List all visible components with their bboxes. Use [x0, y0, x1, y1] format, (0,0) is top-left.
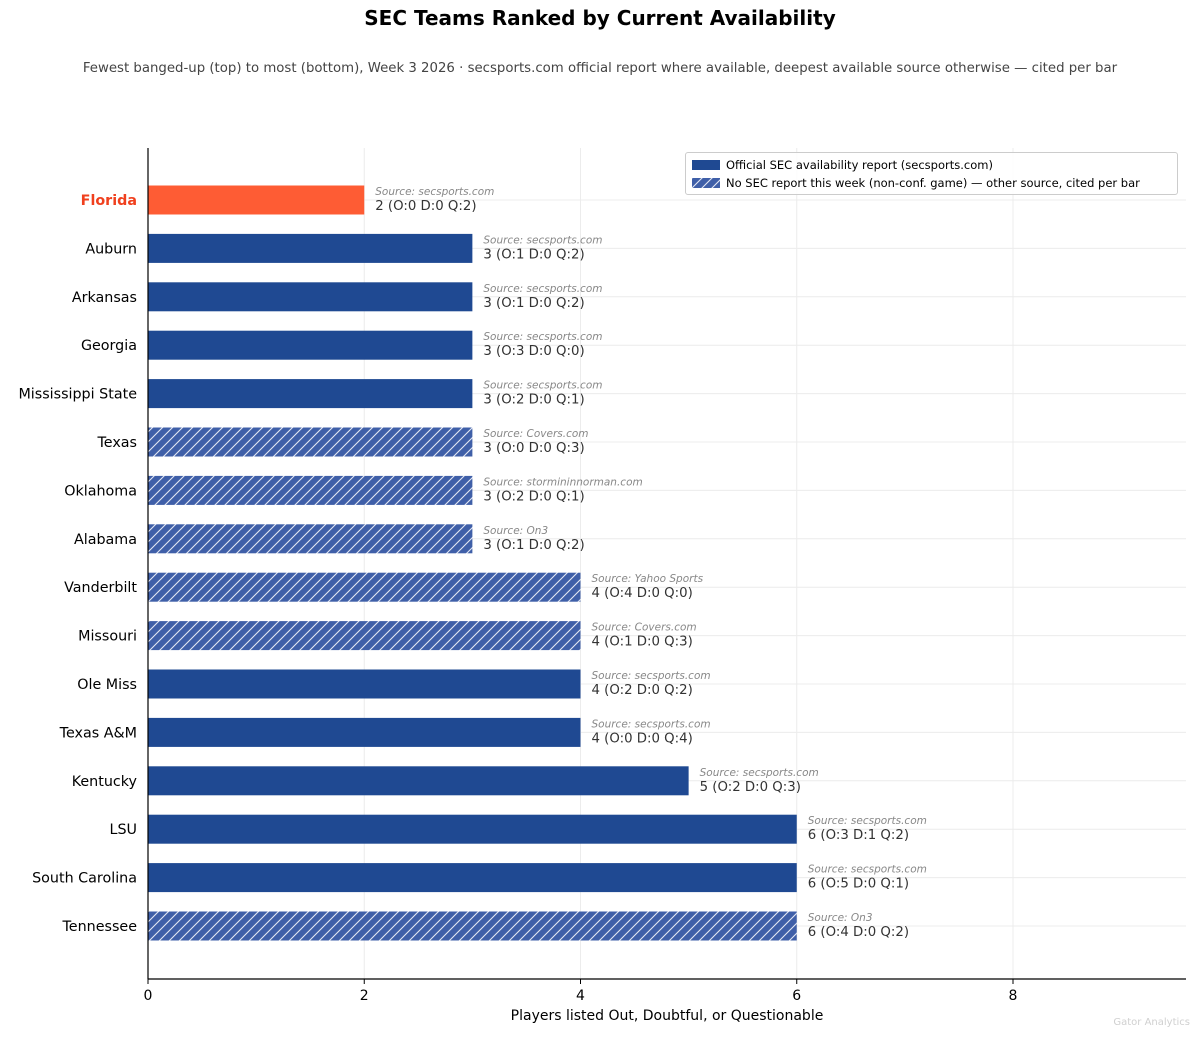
bar-alabama — [148, 524, 473, 554]
y-tick-label: Alabama — [74, 532, 137, 548]
x-tick-label: 4 — [576, 988, 585, 1004]
bar-vanderbilt — [148, 572, 581, 602]
x-axis-label: Players listed Out, Doubtful, or Questio… — [511, 1008, 824, 1024]
legend-label-other: No SEC report this week (non-conf. game)… — [726, 176, 1140, 190]
legend: Official SEC availability report (secspo… — [685, 152, 1178, 195]
value-label: 6 (O:4 D:0 Q:2) — [808, 925, 909, 940]
value-label: 4 (O:2 D:0 Q:2) — [592, 683, 693, 698]
bar-auburn — [148, 233, 473, 263]
value-label: 3 (O:1 D:0 Q:2) — [483, 296, 584, 311]
value-label: 4 (O:4 D:0 Q:0) — [592, 586, 693, 601]
value-label: 3 (O:0 D:0 Q:3) — [483, 441, 584, 456]
source-label: Source: On3 — [483, 525, 548, 537]
bar-texas-a-m — [148, 717, 581, 747]
source-label: Source: secsports.com — [483, 283, 602, 295]
y-tick-label: Missouri — [78, 629, 137, 645]
y-tick-label: Vanderbilt — [64, 580, 137, 596]
y-tick-label: Kentucky — [72, 774, 138, 790]
source-label: Source: secsports.com — [483, 331, 602, 343]
source-label: Source: secsports.com — [375, 186, 494, 198]
y-tick-label: Oklahoma — [64, 483, 137, 499]
value-label: 5 (O:2 D:0 Q:3) — [700, 780, 801, 795]
legend-label-official: Official SEC availability report (secspo… — [726, 158, 993, 172]
value-label: 3 (O:3 D:0 Q:0) — [483, 344, 584, 359]
bar-oklahoma — [148, 475, 473, 505]
bar-south-carolina — [148, 863, 797, 893]
bar-missouri — [148, 621, 581, 651]
bar-florida — [148, 185, 365, 215]
value-label: 3 (O:2 D:0 Q:1) — [483, 393, 584, 408]
y-tick-label: South Carolina — [32, 871, 137, 887]
source-label: Source: secsports.com — [700, 767, 819, 779]
source-label: Source: secsports.com — [483, 234, 602, 246]
legend-item-other: No SEC report this week (non-conf. game)… — [692, 175, 1140, 191]
bar-lsu — [148, 814, 797, 844]
value-label: 3 (O:1 D:0 Q:2) — [483, 538, 584, 553]
bars — [148, 185, 797, 941]
y-tick-label: Auburn — [85, 241, 137, 257]
source-label: Source: secsports.com — [592, 718, 711, 730]
y-tick-label: Tennessee — [61, 919, 137, 935]
bar-kentucky — [148, 766, 689, 796]
axes: Florida Auburn Arkansas Georgia Mississippi … — [18, 148, 1186, 1004]
value-label: 6 (O:3 D:1 Q:2) — [808, 828, 909, 843]
source-label: Source: On3 — [808, 912, 873, 924]
chart-subtitle: Fewest banged-up (top) to most (bottom),… — [82, 61, 1118, 76]
x-tick-label: 6 — [792, 988, 801, 1004]
legend-item-official: Official SEC availability report (secspo… — [692, 157, 993, 173]
watermark: Gator Analytics — [1113, 1017, 1190, 1028]
y-tick-label: Arkansas — [72, 290, 137, 306]
source-label: Source: secsports.com — [483, 380, 602, 392]
bar-georgia — [148, 330, 473, 360]
source-label: Source: Covers.com — [483, 428, 588, 440]
source-label: Source: stormininnorman.com — [483, 476, 642, 488]
value-label: 6 (O:5 D:0 Q:1) — [808, 877, 909, 892]
legend-swatch-solid — [692, 160, 720, 170]
y-tick-label: Ole Miss — [77, 677, 137, 693]
source-label: Source: Yahoo Sports — [592, 573, 704, 585]
source-label: Source: Covers.com — [592, 622, 697, 634]
source-label: Source: secsports.com — [592, 670, 711, 682]
source-label: Source: secsports.com — [808, 815, 927, 827]
value-label: 4 (O:1 D:0 Q:3) — [592, 635, 693, 650]
bar-mississippi-state — [148, 379, 473, 409]
y-tick-label: Georgia — [81, 338, 137, 354]
y-tick-label: Florida — [81, 193, 137, 209]
bar-ole-miss — [148, 669, 581, 699]
chart-title: SEC Teams Ranked by Current Availability — [364, 6, 836, 30]
y-tick-label: Texas A&M — [59, 725, 137, 741]
y-tick-label: Mississippi State — [18, 387, 137, 403]
legend-swatch-hatched — [692, 178, 720, 188]
y-tick-label: Texas — [96, 435, 137, 451]
y-tick-label: LSU — [109, 822, 137, 838]
value-label: 2 (O:0 D:0 Q:2) — [375, 199, 476, 214]
gridlines — [147, 148, 1186, 979]
bar-arkansas — [148, 282, 473, 312]
value-label: 3 (O:1 D:0 Q:2) — [483, 247, 584, 262]
bar-texas — [148, 427, 473, 457]
x-tick-label: 2 — [360, 988, 369, 1004]
value-label: 4 (O:0 D:0 Q:4) — [592, 731, 693, 746]
x-tick-label: 0 — [144, 988, 153, 1004]
x-tick-label: 8 — [1009, 988, 1018, 1004]
source-label: Source: secsports.com — [808, 864, 927, 876]
bar-tennessee — [148, 911, 797, 941]
value-label: 3 (O:2 D:0 Q:1) — [483, 489, 584, 504]
